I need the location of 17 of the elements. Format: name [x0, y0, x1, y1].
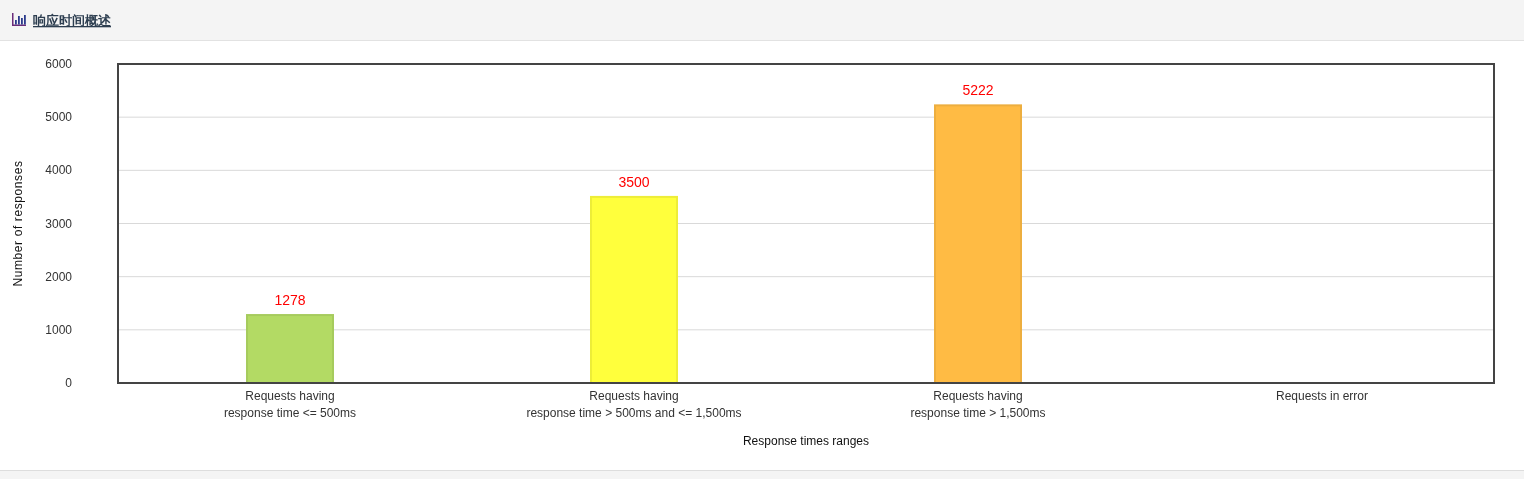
chart-title: 响应时间概述	[33, 13, 112, 28]
x-tick-label: Requests having response time > 1,500ms	[910, 389, 1046, 420]
x-tick-label: Requests having response time > 500ms and <= 1,500ms	[526, 389, 742, 420]
y-tick-label: 1000	[45, 322, 73, 337]
x-axis-title: Response times ranges	[742, 434, 870, 448]
y-tick-label: 5000	[45, 110, 73, 125]
y-axis-title: Number of responses	[11, 160, 25, 287]
x-tick-label: Requests having response time <= 500ms	[223, 389, 357, 420]
y-tick-label: 0	[65, 376, 73, 390]
data-label: 5222	[962, 82, 994, 99]
y-tick-label: 3000	[45, 216, 73, 231]
data-label: 1278	[274, 292, 306, 309]
data-label: 3500	[618, 173, 650, 190]
y-tick-label: 6000	[45, 57, 73, 71]
y-tick-label: 2000	[45, 269, 73, 284]
y-tick-label: 4000	[45, 163, 73, 178]
x-tick-label: Requests in error	[1275, 389, 1369, 403]
